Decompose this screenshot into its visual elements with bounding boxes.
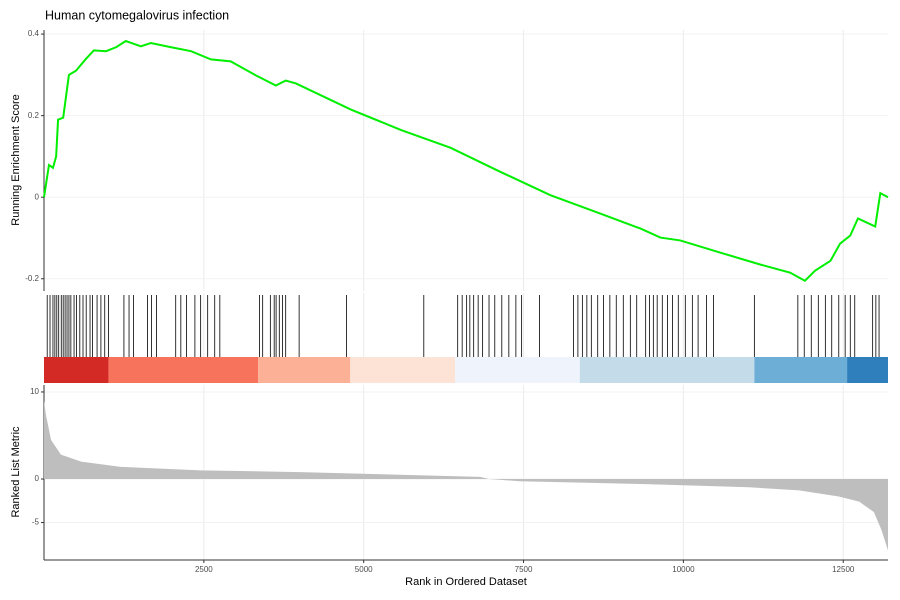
x-tick-label: 5000 xyxy=(355,565,373,574)
y-tick-label: 0.2 xyxy=(28,111,40,120)
rank-band xyxy=(108,357,259,383)
es-line xyxy=(43,39,889,283)
metric-area xyxy=(44,400,888,551)
y-tick-label: 0.4 xyxy=(28,29,40,38)
x-axis-label: Rank in Ordered Dataset xyxy=(405,576,527,588)
rank-band xyxy=(350,357,456,383)
y-tick-label: 0 xyxy=(35,192,40,201)
y-tick-label: 0 xyxy=(35,474,40,483)
x-tick-label: 10000 xyxy=(672,565,695,574)
y-axis-label: Ranked List Metric xyxy=(10,426,22,518)
rank-band xyxy=(847,357,888,383)
rank-band xyxy=(44,357,109,383)
y-tick-label: -5 xyxy=(32,518,40,527)
y-tick-label: -0.2 xyxy=(25,274,39,283)
x-tick-label: 2500 xyxy=(195,565,213,574)
rank-band xyxy=(258,357,351,383)
x-tick-label: 12500 xyxy=(832,565,855,574)
chart-title: Human cytomegalovirus infection xyxy=(45,8,229,22)
rank-band xyxy=(455,357,580,383)
rank-band xyxy=(754,357,848,383)
rank-band xyxy=(579,357,755,383)
x-tick-label: 7500 xyxy=(515,565,533,574)
y-tick-label: 10 xyxy=(30,387,39,396)
y-axis-label: Running Enrichment Score xyxy=(10,94,22,225)
